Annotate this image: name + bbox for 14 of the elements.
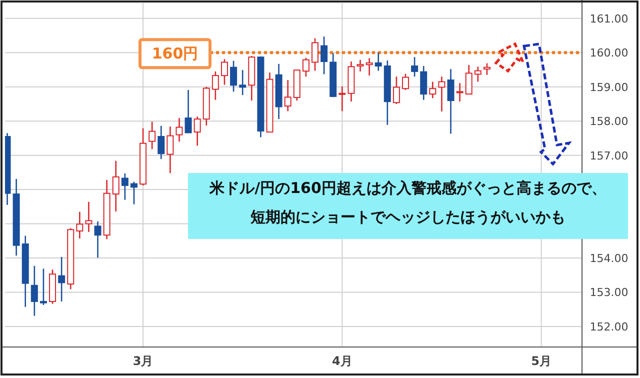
y-tick-label: 154.00 <box>590 252 628 266</box>
y-tick-label: 157.00 <box>590 149 628 162</box>
x-tick-label: 4月 <box>332 354 352 368</box>
ref-line-label: 160円 <box>152 44 198 63</box>
y-tick-label: 160.00 <box>590 46 628 60</box>
y-tick-label: 158.00 <box>590 115 628 128</box>
x-tick-label: 3月 <box>132 354 154 368</box>
y-tick-label: 159.00 <box>590 80 628 94</box>
annotation: 短期的にショートでヘッジしたほうがいいかも <box>250 208 566 226</box>
annotation: 米ドル/円の160円超えは介入警戒感がぐっと高まるので、 <box>208 179 606 197</box>
x-tick-label: 5月 <box>531 354 552 368</box>
y-tick-label: 153.00 <box>590 286 628 300</box>
y-tick-label: 152.00 <box>590 320 628 334</box>
y-tick-label: 161.00 <box>590 12 628 26</box>
